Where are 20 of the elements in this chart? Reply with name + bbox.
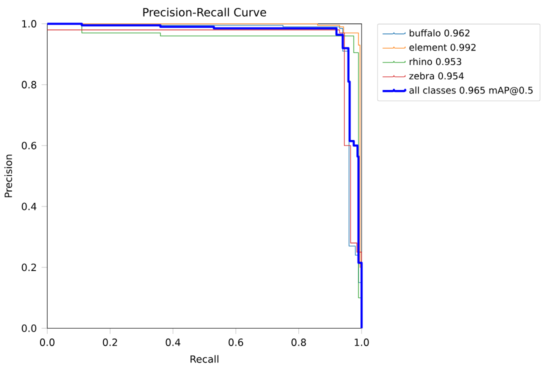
y-tick-label: 0.0 — [22, 324, 36, 332]
y-tick-label: 1.0 — [22, 20, 36, 28]
chart-title: Precision-Recall Curve — [143, 8, 266, 16]
x-tick-label: 0.8 — [292, 338, 306, 346]
x-tick-label: 0.2 — [102, 338, 117, 346]
x-tick-label: 1.0 — [354, 338, 369, 346]
y-axis-title: Precision — [4, 154, 12, 198]
legend-label: element 0.992 — [409, 44, 476, 51]
y-tick-label: 0.4 — [22, 202, 36, 210]
x-axis-title: Recall — [190, 355, 218, 363]
legend-label: rhino 0.953 — [410, 58, 462, 66]
x-tick-label: 0.0 — [40, 338, 54, 346]
y-tick-label: 0.2 — [22, 263, 36, 271]
x-tick-label: 0.6 — [228, 338, 244, 346]
y-tick-label: 0.8 — [22, 80, 36, 88]
legend-label: buffalo 0.962 — [410, 29, 470, 36]
x-tick-label: 0.4 — [166, 338, 180, 346]
y-tick-label: 0.6 — [22, 142, 36, 150]
legend-label: all classes 0.965 mAP@0.5 — [409, 86, 533, 96]
legend-label: zebra 0.954 — [409, 72, 464, 80]
